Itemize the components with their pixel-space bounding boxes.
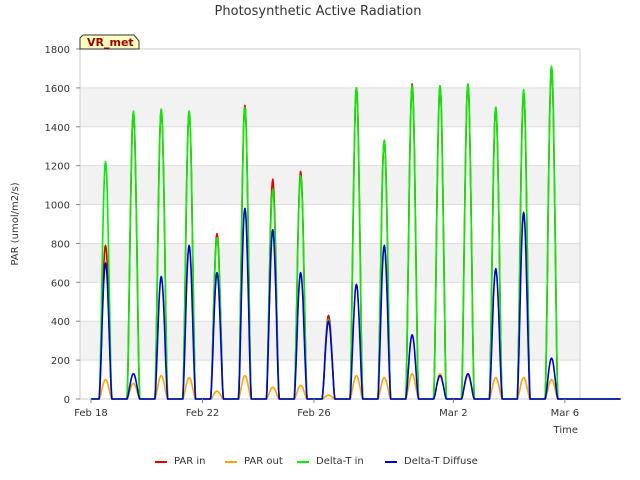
plot-frame <box>79 48 581 400</box>
legend-item: Delta-T in <box>297 456 364 467</box>
y-tick-label: 1400 <box>45 123 70 134</box>
x-tick-label: Feb 22 <box>186 408 220 419</box>
y-tick-label: 1800 <box>45 45 70 56</box>
y-tick-label: 1200 <box>45 162 70 173</box>
series-line-delta-t-diffuse <box>91 207 621 400</box>
series-layer <box>91 65 621 400</box>
legend-label: Delta-T in <box>316 456 364 467</box>
x-axis-title: Time <box>553 425 578 436</box>
site-label-box: VR_met <box>79 34 140 50</box>
y-tick-label: 800 <box>51 239 70 250</box>
x-tick-label: Mar 2 <box>439 408 467 419</box>
legend-item: Delta-T Diffuse <box>385 456 478 467</box>
x-tick-label: Feb 26 <box>297 408 331 419</box>
legend-item: PAR in <box>155 456 205 467</box>
legend-item: PAR out <box>225 456 283 467</box>
site-label: VR_met <box>87 36 134 49</box>
legend: PAR in PAR out Delta-T in Delta-T Diffuse <box>155 456 478 467</box>
grid-band <box>80 165 580 205</box>
y-axis-ticks: 0 200 400 600 800 1000 1200 1400 1600 1800 <box>45 45 80 406</box>
series-line-par-out <box>91 372 621 400</box>
y-axis-title: PAR (umol/m2/s) <box>10 182 21 265</box>
y-tick-label: 600 <box>51 278 70 289</box>
y-tick-label: 1000 <box>45 201 70 212</box>
grid-band <box>80 87 580 127</box>
x-axis-ticks: Feb 18 Feb 22 Feb 26 Mar 2 Mar 6 <box>74 399 579 419</box>
y-tick-label: 200 <box>51 356 70 367</box>
legend-label: PAR in <box>174 456 205 467</box>
x-tick-label: Mar 6 <box>551 408 579 419</box>
y-tick-label: 0 <box>64 395 70 406</box>
x-tick-label: Feb 18 <box>74 408 108 419</box>
legend-label: PAR out <box>244 456 283 467</box>
y-tick-label: 1600 <box>45 84 70 95</box>
chart-title: Photosynthetic Active Radiation <box>215 4 422 19</box>
grid-band <box>80 243 580 283</box>
series-line-delta-t-in <box>91 65 621 400</box>
legend-label: Delta-T Diffuse <box>404 456 478 467</box>
y-tick-label: 400 <box>51 317 70 328</box>
